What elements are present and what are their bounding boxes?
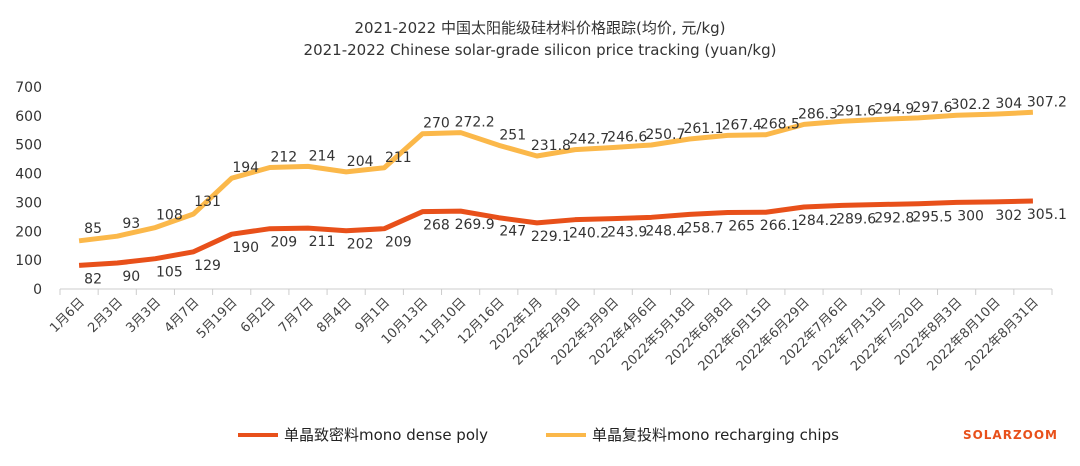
chart-subtitle: 2021-2022 Chinese solar-grade silicon pr…: [303, 41, 777, 59]
y-tick-label: 0: [33, 282, 42, 298]
data-label: 108: [156, 208, 183, 224]
data-label: 269.9: [455, 217, 495, 233]
data-label: 246.6: [607, 129, 647, 145]
x-tick-label: 1月6日: [47, 295, 88, 336]
data-label: 268: [423, 218, 450, 234]
data-label: 267.4: [722, 117, 762, 133]
y-tick-label: 700: [15, 80, 42, 96]
data-label: 295.5: [912, 210, 952, 226]
data-label: 261.1: [683, 121, 723, 137]
data-label: 211: [309, 234, 336, 250]
x-tick-label: 2022年7月6日: [778, 295, 851, 368]
data-label: 211: [385, 150, 412, 166]
data-label: 286.3: [798, 106, 838, 122]
y-tick-label: 300: [15, 195, 42, 211]
x-tick-label: 2022年3月9日: [549, 295, 622, 368]
data-label: 242.7: [569, 132, 609, 148]
legend-item-dense: 单晶致密料mono dense poly: [238, 424, 488, 445]
x-tick-label: 3月3日: [124, 295, 165, 336]
data-label: 251: [499, 127, 526, 143]
data-label: 302: [995, 208, 1022, 224]
data-label: 284.2: [798, 213, 838, 229]
data-label: 82: [84, 271, 102, 287]
data-label: 272.2: [455, 115, 495, 131]
x-tick-label: 6月2日: [238, 295, 279, 336]
data-label: 307.2: [1027, 94, 1067, 110]
data-label: 209: [385, 235, 412, 251]
data-label: 270: [423, 116, 450, 132]
data-label: 85: [84, 221, 102, 237]
y-tick-label: 500: [15, 138, 42, 154]
data-label: 305.1: [1027, 207, 1067, 223]
data-label: 93: [122, 216, 140, 232]
data-label: 266.1: [760, 218, 800, 234]
data-label: 291.6: [836, 103, 876, 119]
data-label: 294.9: [874, 101, 914, 117]
y-tick-label: 600: [15, 109, 42, 125]
x-tick-label: 2月3日: [85, 295, 126, 336]
legend-item-recharging: 单晶复投料mono recharging chips: [546, 424, 839, 445]
x-tick-label: 2022年2月9日: [511, 295, 584, 368]
data-label: 292.8: [874, 211, 914, 227]
x-tick-label: 8月4日: [314, 295, 355, 336]
data-label: 248.4: [645, 223, 685, 239]
data-label: 300: [957, 208, 984, 224]
x-tick-label: 2022年8月3日: [892, 295, 965, 368]
data-label: 90: [122, 269, 140, 285]
data-label: 194: [232, 160, 259, 176]
data-label: 212: [270, 150, 297, 166]
x-tick-label: 2022年4月6日: [587, 295, 660, 368]
data-label: 302.2: [951, 97, 991, 113]
data-label: 265: [728, 219, 755, 235]
brand-logo: SOLARZOOM: [962, 428, 1058, 442]
data-label: 204: [347, 154, 374, 170]
data-label: 229.1: [531, 229, 571, 245]
data-label: 304: [995, 96, 1022, 112]
chart-title: 2021-2022 中国太阳能级硅材料价格跟踪(均价, 元/kg): [354, 19, 726, 37]
data-label: 250.7: [645, 127, 685, 143]
y-tick-label: 400: [15, 167, 42, 183]
data-label: 131: [194, 194, 221, 210]
data-label: 258.7: [683, 220, 723, 236]
x-tick-label: 7月7日: [276, 295, 317, 336]
data-label: 243.9: [607, 225, 647, 241]
data-label: 105: [156, 265, 183, 281]
legend-swatch: [238, 432, 278, 437]
data-label: 231.8: [531, 138, 571, 154]
data-label: 202: [347, 237, 374, 253]
data-label: 129: [194, 258, 221, 274]
x-tick-label: 5月19日: [194, 295, 241, 342]
data-label: 297.6: [912, 100, 952, 116]
legend-label: 单晶致密料mono dense poly: [284, 426, 489, 444]
data-label: 247: [499, 224, 526, 240]
y-tick-label: 100: [15, 253, 42, 269]
y-tick-label: 200: [15, 224, 42, 240]
x-tick-label: 2022年6月8日: [663, 295, 736, 368]
series-line: [78, 109, 1034, 244]
data-label: 209: [270, 235, 297, 251]
legend-label: 单晶复投料mono recharging chips: [592, 426, 839, 444]
legend-swatch: [546, 432, 586, 437]
series-line: [78, 198, 1033, 268]
data-label: 190: [232, 240, 259, 256]
data-label: 268.5: [760, 117, 800, 133]
data-label: 240.2: [569, 226, 609, 242]
data-label: 214: [309, 148, 336, 164]
data-label: 289.6: [836, 211, 876, 227]
